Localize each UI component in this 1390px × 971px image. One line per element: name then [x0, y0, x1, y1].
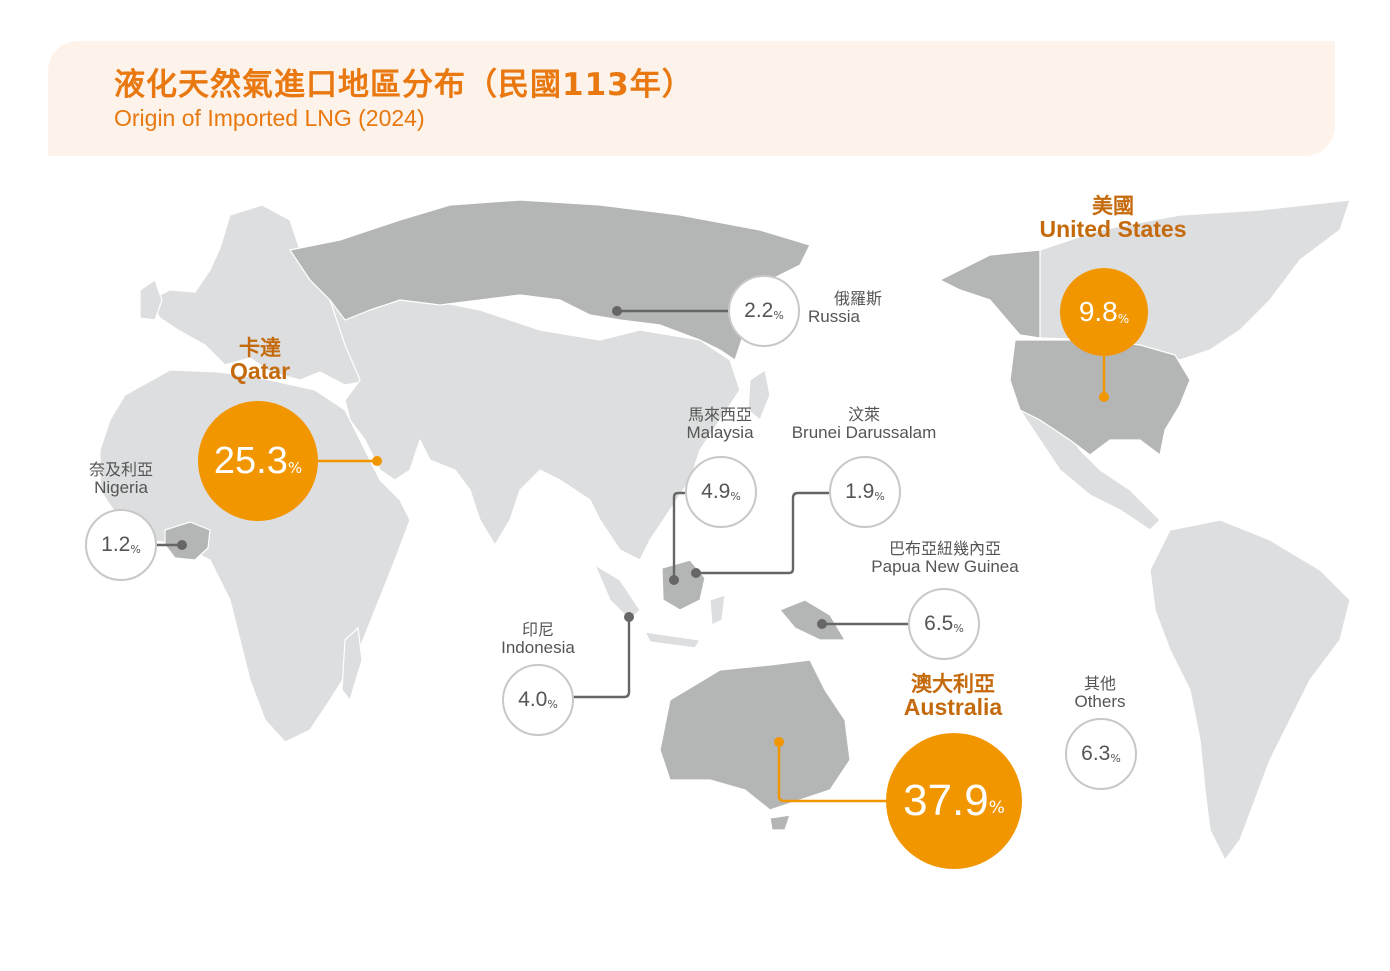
brunei-bubble: 1.9% — [829, 456, 901, 528]
malaysia-connector — [672, 491, 685, 580]
png-bubble: 6.5% — [908, 588, 980, 660]
russia-name-en: Russia — [808, 306, 860, 326]
russia-land — [289, 199, 811, 361]
russia-value: 2.2 — [744, 299, 774, 322]
usa-dot — [1099, 392, 1109, 402]
page-title-zh: 液化天然氣進口地區分布（民國113年） — [114, 67, 694, 103]
title-banner: 液化天然氣進口地區分布（民國113年） Origin of Imported L… — [48, 41, 1335, 156]
others-value: 6.3 — [1081, 742, 1111, 765]
indonesia-west — [594, 564, 641, 621]
nigeria-land — [164, 521, 211, 561]
usa-name-zh: 美國 — [1091, 194, 1134, 218]
qatar-dot — [372, 456, 382, 466]
percent-sign: % — [1110, 751, 1121, 765]
australia-land — [659, 659, 851, 811]
others-name-en: Others — [1074, 691, 1126, 711]
nigeria-name-zh: 奈及利亞 — [88, 460, 154, 479]
percent-sign: % — [547, 697, 558, 711]
australia-dot — [774, 737, 784, 747]
percent-sign: % — [130, 542, 141, 556]
australia-value: 37.9 — [903, 776, 989, 825]
south-america-land — [1149, 519, 1351, 861]
indonesia-label: 印尼 Indonesia — [501, 620, 575, 657]
png-land — [779, 599, 846, 641]
page-title-en: Origin of Imported LNG (2024) — [114, 105, 425, 131]
tasmania-land — [769, 814, 791, 831]
nigeria-bubble: 1.2% — [85, 509, 157, 581]
brunei-connector — [696, 491, 829, 575]
japan-land — [747, 369, 771, 421]
australia-bubble: 37.9% — [886, 733, 1022, 869]
sulawesi-land — [709, 594, 726, 626]
qatar-bubble: 25.3% — [198, 401, 318, 521]
russia-name-zh: 俄羅斯 — [834, 289, 883, 308]
indonesia-value: 4.0 — [518, 688, 548, 711]
percent-sign: % — [773, 308, 784, 322]
percent-sign: % — [730, 489, 741, 503]
malaysia-dot — [669, 575, 679, 585]
png-name-en: Papua New Guinea — [871, 556, 1019, 576]
malaysia-value: 4.9 — [701, 480, 731, 503]
nigeria-label: 奈及利亞 Nigeria — [88, 460, 154, 497]
usa-name-en: United States — [1039, 216, 1187, 243]
brunei-dot — [691, 568, 701, 578]
indonesia-name-en: Indonesia — [501, 637, 575, 657]
percent-sign: % — [1117, 312, 1130, 326]
png-value: 6.5 — [924, 612, 954, 635]
russia-label: 俄羅斯 Russia — [808, 289, 883, 326]
australia-name-en: Australia — [903, 694, 1003, 721]
australia-name-zh: 澳大利亞 — [911, 672, 995, 696]
madagascar-land — [341, 627, 363, 701]
nigeria-value: 1.2 — [101, 533, 131, 556]
qatar-label: 卡達 Qatar — [230, 337, 290, 383]
brunei-value: 1.9 — [845, 480, 875, 503]
qatar-value: 25.3 — [213, 439, 288, 482]
percent-sign: % — [874, 489, 885, 503]
malaysia-label: 馬來西亞 Malaysia — [686, 405, 754, 442]
qatar-name-en: Qatar — [229, 358, 291, 385]
others-bubble: 6.3% — [1065, 718, 1137, 790]
indonesia-dot — [624, 612, 634, 622]
percent-sign: % — [287, 459, 303, 477]
brunei-name-zh: 汶萊 — [847, 405, 880, 424]
usa-value: 9.8 — [1078, 296, 1118, 327]
russia-dot — [612, 306, 622, 316]
java-land — [644, 631, 701, 649]
percent-sign: % — [953, 621, 964, 635]
indonesia-name-zh: 印尼 — [521, 620, 555, 639]
malaysia-bubble: 4.9% — [685, 456, 757, 528]
qatar-name-zh: 卡達 — [239, 336, 281, 360]
uk-land — [139, 279, 163, 321]
others-name-zh: 其他 — [1083, 674, 1116, 693]
australia-label: 澳大利亞 Australia — [904, 673, 1002, 719]
russia-bubble: 2.2% — [728, 275, 800, 347]
asia-land — [329, 289, 741, 561]
usa-bubble: 9.8% — [1060, 268, 1148, 356]
png-dot — [817, 619, 827, 629]
australia-connector — [777, 742, 888, 803]
alaska-land — [939, 249, 1041, 339]
brunei-name-en: Brunei Darussalam — [791, 422, 937, 442]
png-label: 巴布亞紐幾內亞 Papua New Guinea — [871, 539, 1019, 576]
png-name-zh: 巴布亞紐幾內亞 — [888, 539, 1001, 558]
nigeria-dot — [177, 540, 187, 550]
malaysia-name-en: Malaysia — [686, 422, 754, 442]
brunei-label: 汶萊 Brunei Darussalam — [791, 405, 937, 442]
others-label: 其他 Others — [1074, 674, 1126, 711]
indonesia-bubble: 4.0% — [502, 664, 574, 736]
indonesia-connector — [573, 617, 631, 699]
percent-sign: % — [988, 798, 1005, 818]
nigeria-name-en: Nigeria — [94, 477, 148, 497]
malaysia-borneo-land — [661, 559, 706, 611]
usa-label: 美國 United States — [1040, 195, 1187, 241]
malaysia-name-zh: 馬來西亞 — [687, 405, 752, 424]
